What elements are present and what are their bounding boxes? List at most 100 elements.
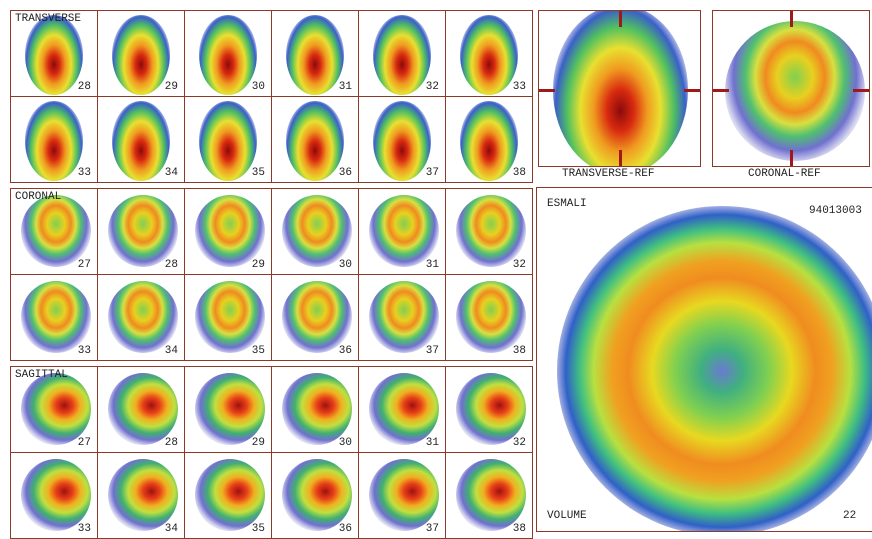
crosshair: [539, 89, 555, 92]
slice-image: [112, 101, 170, 181]
slice-image: [195, 195, 265, 267]
slice-number: 29: [164, 81, 178, 93]
slice-number: 22: [843, 510, 857, 522]
slice-number: 34: [164, 523, 178, 535]
slice-number: 38: [512, 523, 526, 535]
slice-image: [373, 101, 431, 181]
slice-panel: 35: [184, 452, 272, 539]
slice-panel: 32: [358, 10, 446, 97]
patient-id: 94013003: [809, 205, 862, 217]
slice-panel: 38: [445, 96, 533, 183]
slice-panel: 38: [445, 274, 533, 361]
slice-number: 27: [77, 437, 91, 449]
slice-number: 30: [338, 437, 352, 449]
slice-number: 33: [512, 81, 526, 93]
slice-number: 32: [512, 437, 526, 449]
slice-number: 35: [251, 345, 265, 357]
slice-image: [108, 195, 178, 267]
slice-image: [456, 195, 526, 267]
slice-number: 38: [512, 345, 526, 357]
slice-number: 30: [251, 81, 265, 93]
slice-image: [369, 373, 439, 445]
slice-panel: 28: [97, 366, 185, 453]
slice-panel: 36: [271, 96, 359, 183]
slice-image: [456, 281, 526, 353]
crosshair: [790, 150, 793, 166]
slice-number: 31: [338, 81, 352, 93]
slice-image: [21, 195, 91, 267]
slice-number: 27: [77, 259, 91, 271]
slice-number: 33: [77, 167, 91, 179]
slice-number: 33: [77, 345, 91, 357]
crosshair: [853, 89, 869, 92]
slice-image: [25, 101, 83, 181]
view-label: CORONAL: [15, 191, 62, 203]
slice-panel: 35: [184, 96, 272, 183]
slice-image: [373, 15, 431, 95]
volume-panel: ESMALI 94013003 VOLUME 22: [536, 187, 872, 532]
slice-image: [282, 459, 352, 531]
slice-image: [108, 281, 178, 353]
view-label: SAGITTAL: [15, 369, 68, 381]
slice-panel: 27 SAGITTAL: [10, 366, 98, 453]
slice-image: [195, 373, 265, 445]
slice-panel: 33: [10, 274, 98, 361]
coronal-ref-panel: [712, 10, 870, 167]
slice-image: [108, 459, 178, 531]
transverse-ref-panel: [538, 10, 701, 167]
slice-number: 37: [425, 167, 439, 179]
slice-image: [25, 15, 83, 95]
mode-label: VOLUME: [547, 510, 587, 522]
slice-image: [195, 459, 265, 531]
slice-panel: 31: [271, 10, 359, 97]
slice-number: 34: [164, 345, 178, 357]
slice-image: [199, 15, 257, 95]
slice-number: 36: [338, 345, 352, 357]
slice-number: 35: [251, 167, 265, 179]
slice-image: [456, 373, 526, 445]
crosshair: [790, 11, 793, 27]
slice-number: 37: [425, 345, 439, 357]
slice-panel: 36: [271, 274, 359, 361]
slice-image: [369, 281, 439, 353]
slice-panel: 34: [97, 452, 185, 539]
slice-panel: 30: [184, 10, 272, 97]
slice-image: [21, 281, 91, 353]
slice-number: 28: [77, 81, 91, 93]
slice-panel: 28 TRANSVERSE: [10, 10, 98, 97]
slice-number: 38: [512, 167, 526, 179]
slice-number: 28: [164, 259, 178, 271]
slice-image: [369, 459, 439, 531]
slice-image: [195, 281, 265, 353]
slice-number: 29: [251, 259, 265, 271]
slice-number: 32: [425, 81, 439, 93]
slice-number: 31: [425, 437, 439, 449]
slice-panel: 38: [445, 452, 533, 539]
slice-panel: 28: [97, 188, 185, 275]
slice-number: 34: [164, 167, 178, 179]
slice-panel: 32: [445, 188, 533, 275]
slice-image: [282, 373, 352, 445]
slice-panel: 31: [358, 188, 446, 275]
crosshair: [619, 150, 622, 166]
slice-image: [369, 195, 439, 267]
slice-image: [282, 195, 352, 267]
slice-number: 31: [425, 259, 439, 271]
slice-panel: 29: [184, 188, 272, 275]
slice-image: [199, 101, 257, 181]
slice-panel: 27 CORONAL: [10, 188, 98, 275]
ref-label: TRANSVERSE-REF: [562, 168, 655, 180]
crosshair: [619, 11, 622, 27]
volume-image: [557, 206, 872, 531]
slice-panel: 33: [445, 10, 533, 97]
slice-panel: 29: [184, 366, 272, 453]
slice-panel: 33: [10, 96, 98, 183]
slice-panel: 33: [10, 452, 98, 539]
slice-panel: 34: [97, 274, 185, 361]
slice-panel: 37: [358, 452, 446, 539]
ref-label: CORONAL-REF: [748, 168, 821, 180]
slice-panel: 37: [358, 274, 446, 361]
slice-number: 32: [512, 259, 526, 271]
slice-panel: 30: [271, 188, 359, 275]
